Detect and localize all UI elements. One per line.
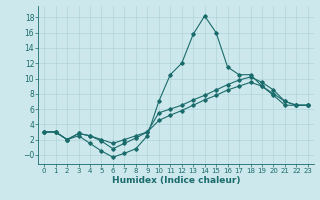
X-axis label: Humidex (Indice chaleur): Humidex (Indice chaleur) [112, 176, 240, 185]
